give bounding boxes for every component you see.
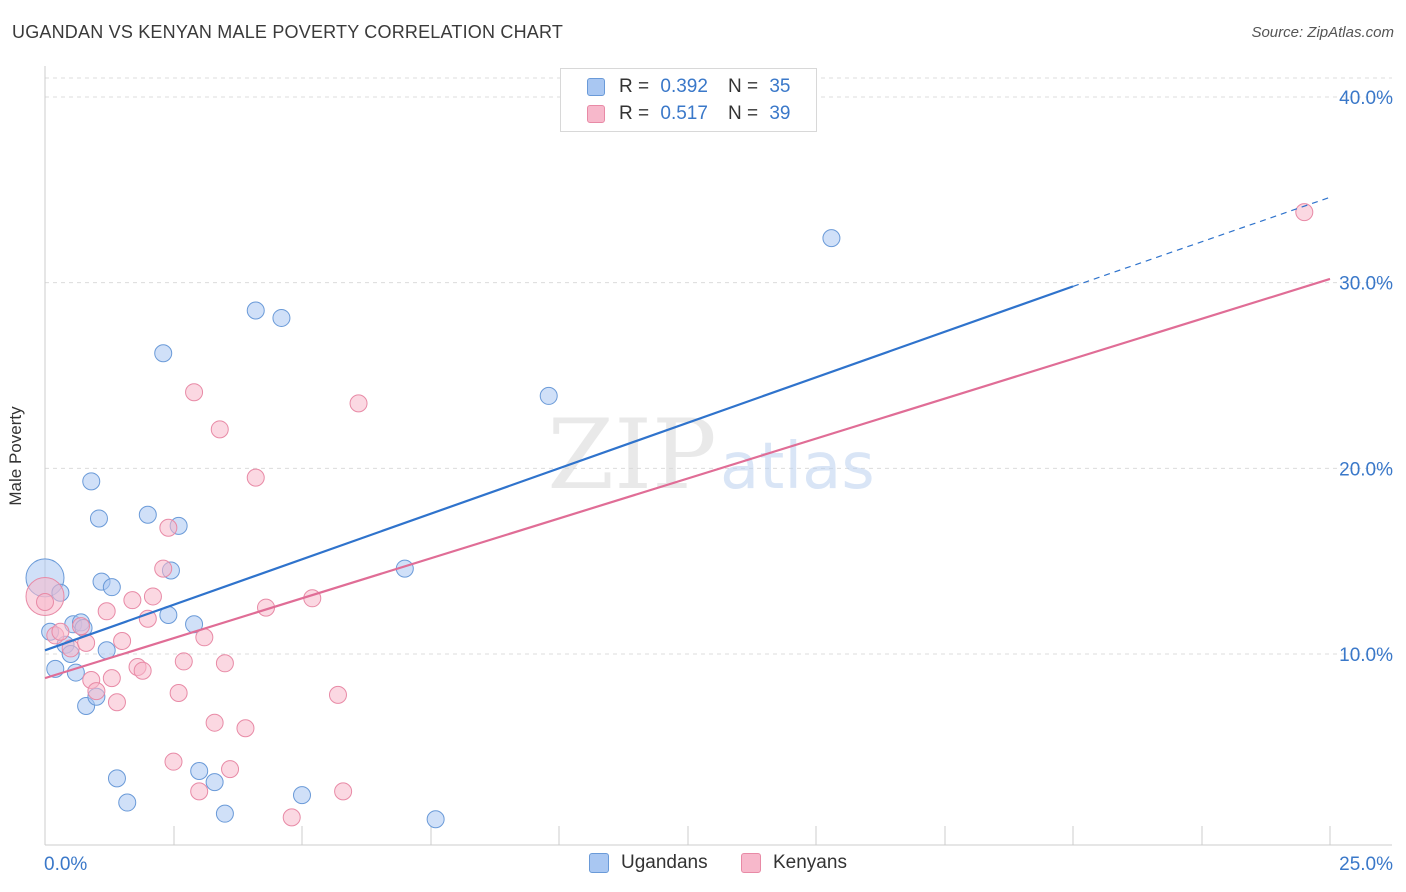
ugandans-point: [426, 810, 445, 829]
ugandans-point: [293, 786, 311, 805]
kenyans-point: [154, 559, 173, 578]
r-label: R =: [619, 103, 650, 124]
y-tick-label: 10.0%: [1339, 645, 1393, 666]
n-value: 35: [769, 76, 791, 97]
ugandans-legend-label: Ugandans: [621, 852, 708, 873]
ugandans-point: [154, 344, 173, 363]
kenyans-point: [51, 622, 70, 641]
ugandans-point: [215, 804, 234, 823]
y-tick-label: 20.0%: [1339, 459, 1393, 480]
stats-legend: R = 0.392 N = 35 R = 0.517 N = 39: [560, 68, 817, 132]
tick-labels: 10.0% 20.0% 30.0% 40.0% 0.0% 25.0%: [44, 88, 1393, 875]
x-tick-label-min: 0.0%: [44, 854, 87, 875]
kenyans-legend-swatch: [741, 853, 761, 873]
kenyans-point: [159, 518, 178, 537]
kenyans-point: [164, 752, 183, 771]
kenyans-point: [246, 468, 265, 487]
kenyans-point: [87, 682, 106, 701]
ugandans-point: [205, 773, 224, 792]
kenyans-point: [1295, 203, 1314, 222]
kenyans-legend-label: Kenyans: [773, 852, 847, 873]
watermark: ZIP atlas: [547, 399, 874, 511]
y-tick-label: 30.0%: [1339, 274, 1393, 295]
watermark-zip: ZIP: [547, 399, 716, 511]
kenyans-point: [169, 683, 188, 702]
kenyans-point: [77, 633, 96, 652]
kenyans-point: [107, 693, 126, 712]
kenyans-point: [174, 652, 193, 671]
n-value: 39: [769, 103, 791, 124]
kenyans-point: [36, 593, 54, 612]
ugandans-trend-extension: [1072, 196, 1331, 287]
kenyans-point: [328, 685, 347, 704]
kenyans-point: [71, 617, 90, 636]
r-value: 0.392: [660, 76, 708, 97]
kenyans-point: [113, 632, 132, 651]
ugandans-point: [246, 301, 265, 320]
kenyans-point: [185, 383, 204, 402]
axes: [44, 66, 1392, 846]
ugandans-point: [539, 386, 558, 405]
n-label: N =: [727, 103, 759, 124]
kenyans-point: [210, 420, 229, 439]
kenyans-point: [102, 669, 121, 688]
ugandans-point: [190, 761, 209, 780]
gridlines: [45, 77, 1392, 655]
kenyans-point: [205, 713, 224, 732]
y-tick-label: 40.0%: [1339, 88, 1393, 109]
kenyans-trend-line: [44, 277, 1331, 680]
kenyans-point: [334, 782, 353, 801]
kenyans-point: [221, 760, 240, 779]
legend-row-kenyans: R = 0.517 N = 39: [587, 102, 790, 126]
legend-item-kenyans: Kenyans: [741, 852, 847, 874]
watermark-atlas: atlas: [720, 430, 875, 504]
kenyans-point: [133, 661, 152, 680]
r-value: 0.517: [660, 103, 708, 124]
ugandans-point: [89, 509, 108, 528]
kenyans-point: [349, 394, 368, 413]
ugandans-trend-line: [44, 285, 1074, 652]
source-label: Source: ZipAtlas.com: [1251, 24, 1394, 41]
ugandans-point: [107, 769, 126, 788]
data-points: [25, 203, 1314, 829]
y-axis-label: Male Poverty: [6, 406, 25, 506]
ugandans-point: [138, 505, 157, 524]
legend-row-ugandans: R = 0.392 N = 35: [587, 75, 790, 99]
ugandans-point: [822, 229, 841, 248]
legend-item-ugandans: Ugandans: [589, 852, 708, 874]
n-label: N =: [727, 76, 759, 97]
kenyans-point: [143, 587, 162, 606]
kenyans-point: [123, 591, 142, 610]
kenyans-point: [97, 602, 116, 621]
r-label: R =: [619, 76, 650, 97]
chart-title: UGANDAN VS KENYAN MALE POVERTY CORRELATI…: [12, 22, 564, 42]
ugandans-point: [118, 793, 137, 812]
kenyans-swatch: [587, 105, 605, 123]
ugandans-legend-swatch: [589, 853, 609, 873]
ugandans-point: [272, 308, 291, 327]
ugandans-point: [102, 578, 121, 597]
kenyans-point: [282, 808, 301, 827]
ugandans-point: [82, 472, 101, 491]
kenyans-point: [236, 719, 255, 738]
kenyans-point: [215, 654, 234, 673]
ugandans-swatch: [587, 78, 605, 96]
trend-lines: [44, 196, 1331, 680]
kenyans-point: [190, 782, 209, 801]
x-tick-label-max: 25.0%: [1339, 854, 1393, 875]
